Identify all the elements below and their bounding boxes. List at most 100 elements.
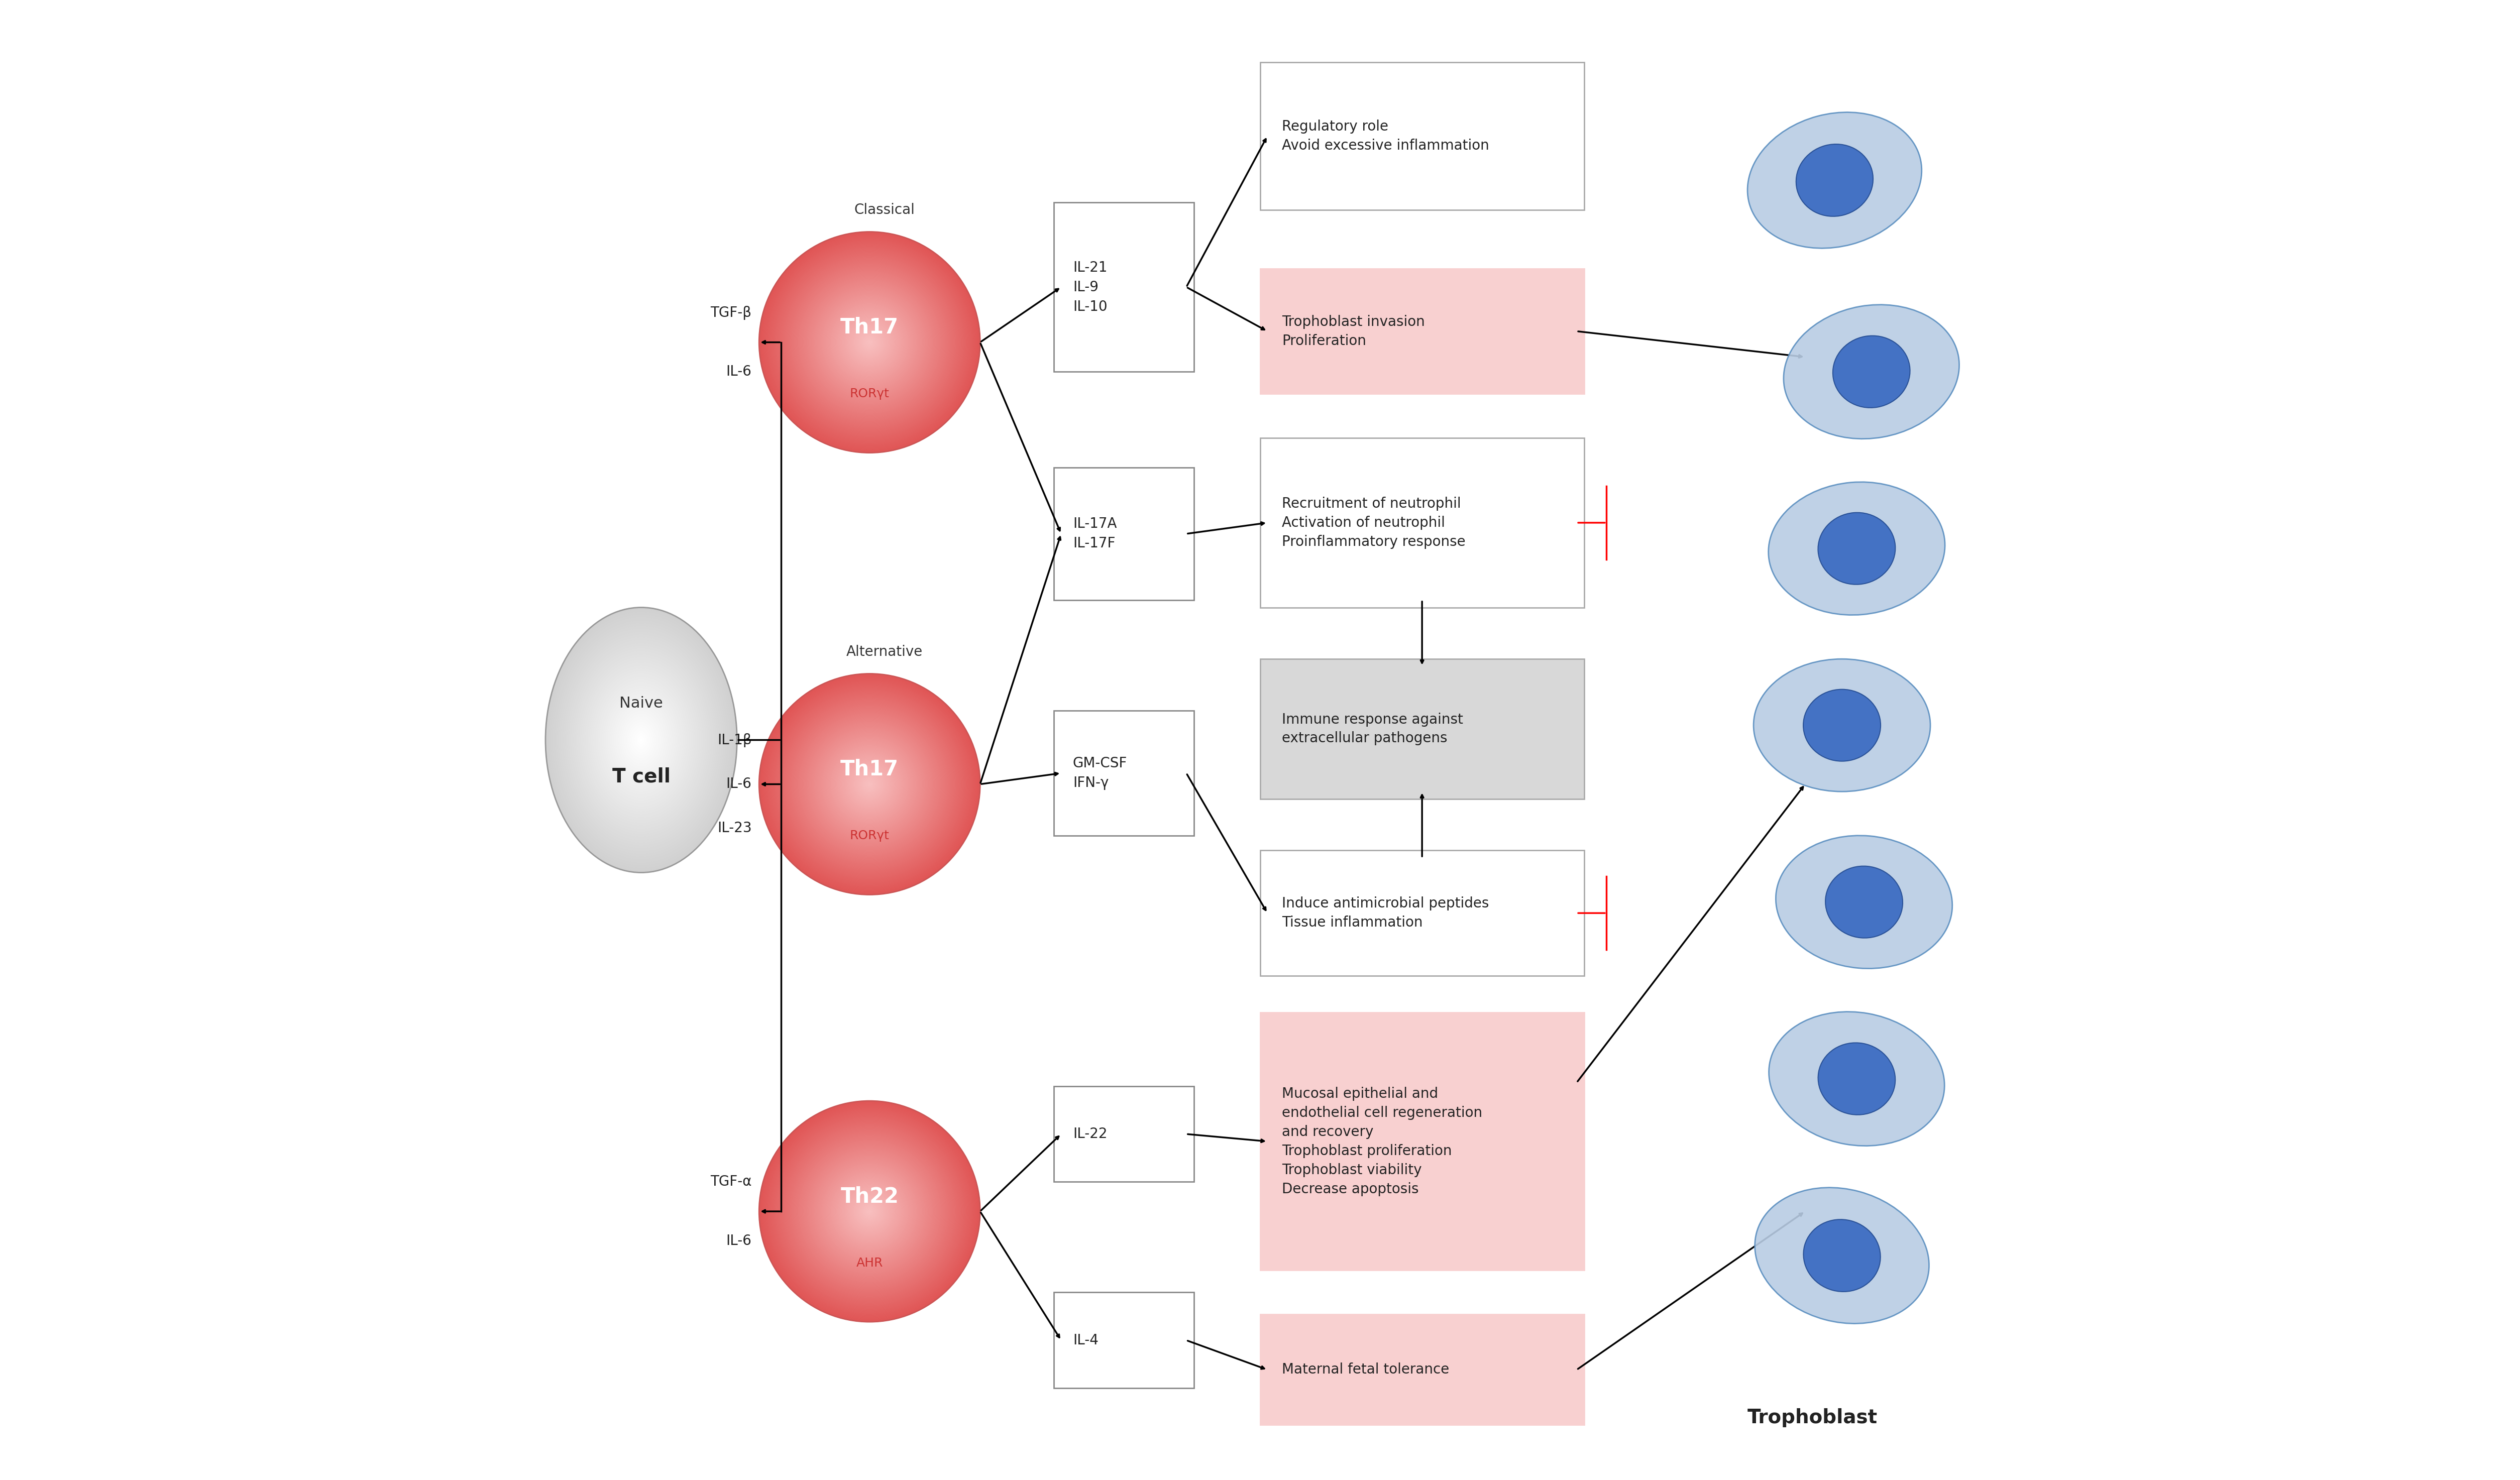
Circle shape <box>849 1191 890 1231</box>
Circle shape <box>814 287 925 398</box>
Circle shape <box>764 1106 975 1317</box>
Circle shape <box>857 771 882 796</box>
Ellipse shape <box>554 620 728 860</box>
Circle shape <box>766 681 973 888</box>
Circle shape <box>867 1209 872 1214</box>
Circle shape <box>852 1194 887 1228</box>
Circle shape <box>806 1147 935 1276</box>
Circle shape <box>834 308 905 376</box>
Circle shape <box>837 1178 902 1245</box>
Circle shape <box>796 269 942 416</box>
Ellipse shape <box>635 733 648 747</box>
Circle shape <box>852 1194 887 1228</box>
Text: AHR: AHR <box>857 1257 882 1268</box>
Circle shape <box>829 1171 910 1252</box>
Ellipse shape <box>615 704 668 776</box>
Circle shape <box>806 721 935 848</box>
Circle shape <box>847 761 892 808</box>
Circle shape <box>784 1126 955 1296</box>
Circle shape <box>832 746 907 823</box>
Ellipse shape <box>549 613 733 867</box>
Ellipse shape <box>580 653 703 827</box>
Circle shape <box>786 1129 953 1294</box>
Ellipse shape <box>605 690 678 790</box>
Circle shape <box>814 1156 925 1267</box>
Ellipse shape <box>635 730 648 750</box>
Ellipse shape <box>612 702 670 778</box>
Circle shape <box>867 339 872 345</box>
Circle shape <box>764 1104 975 1319</box>
Circle shape <box>842 314 897 371</box>
Circle shape <box>771 1113 968 1310</box>
Ellipse shape <box>595 676 688 804</box>
Circle shape <box>859 332 879 352</box>
Circle shape <box>816 1157 925 1265</box>
Circle shape <box>819 734 920 835</box>
Circle shape <box>844 317 895 367</box>
Circle shape <box>832 303 907 380</box>
Ellipse shape <box>582 657 701 823</box>
Text: RORγt: RORγt <box>849 388 890 400</box>
Circle shape <box>814 286 925 398</box>
Circle shape <box>764 1106 975 1317</box>
Circle shape <box>761 675 978 894</box>
Circle shape <box>786 1128 953 1295</box>
Circle shape <box>819 734 920 835</box>
Ellipse shape <box>592 672 690 808</box>
Circle shape <box>804 275 935 408</box>
Circle shape <box>786 700 953 869</box>
Circle shape <box>854 768 885 801</box>
Circle shape <box>804 719 935 850</box>
Circle shape <box>854 327 885 357</box>
Circle shape <box>769 1110 970 1313</box>
Circle shape <box>799 272 940 411</box>
Circle shape <box>857 773 882 796</box>
Circle shape <box>816 289 922 395</box>
Ellipse shape <box>590 669 693 811</box>
Circle shape <box>859 774 879 795</box>
Circle shape <box>789 262 950 422</box>
Circle shape <box>834 1177 905 1246</box>
Circle shape <box>829 302 910 383</box>
Circle shape <box>824 739 915 830</box>
Ellipse shape <box>592 672 690 808</box>
Circle shape <box>814 730 925 839</box>
Circle shape <box>811 725 927 842</box>
Circle shape <box>852 324 887 360</box>
Circle shape <box>809 281 930 403</box>
Circle shape <box>852 1193 887 1230</box>
Ellipse shape <box>610 696 673 784</box>
Ellipse shape <box>590 667 693 813</box>
Ellipse shape <box>620 709 663 771</box>
Circle shape <box>764 679 975 889</box>
Circle shape <box>839 755 900 814</box>
Circle shape <box>806 280 932 406</box>
Ellipse shape <box>572 645 711 835</box>
Circle shape <box>789 703 953 866</box>
Circle shape <box>867 783 872 786</box>
Circle shape <box>809 1151 930 1271</box>
Ellipse shape <box>1784 305 1958 438</box>
Circle shape <box>844 1185 895 1237</box>
Ellipse shape <box>630 725 653 755</box>
Circle shape <box>862 776 877 792</box>
Circle shape <box>804 277 935 407</box>
Circle shape <box>789 704 950 864</box>
Ellipse shape <box>567 638 716 842</box>
Ellipse shape <box>627 719 655 761</box>
Circle shape <box>804 718 937 851</box>
Ellipse shape <box>633 730 648 750</box>
Circle shape <box>801 716 937 852</box>
Circle shape <box>794 1137 945 1286</box>
Ellipse shape <box>630 727 650 753</box>
Circle shape <box>859 1202 879 1221</box>
Circle shape <box>786 259 953 426</box>
Circle shape <box>816 289 925 397</box>
Ellipse shape <box>630 722 653 758</box>
Ellipse shape <box>617 707 665 773</box>
Ellipse shape <box>585 663 698 817</box>
Circle shape <box>827 740 915 829</box>
Circle shape <box>824 1166 915 1257</box>
Ellipse shape <box>582 659 701 821</box>
Circle shape <box>769 241 970 443</box>
